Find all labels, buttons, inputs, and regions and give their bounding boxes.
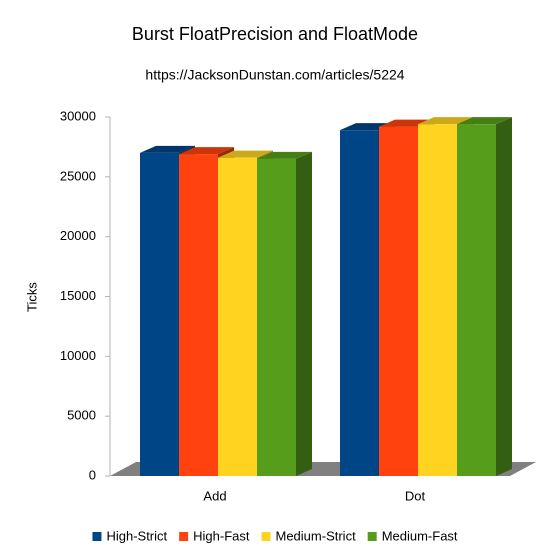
bar-side [296, 151, 312, 476]
bar-top [140, 145, 195, 153]
legend-swatch [367, 532, 377, 541]
bar [140, 152, 179, 476]
bar-top [179, 147, 234, 155]
y-tick-label: 5000 [67, 408, 96, 423]
bar [218, 157, 257, 477]
bar [457, 124, 496, 477]
bar-top [257, 151, 312, 159]
legend-swatch [92, 532, 102, 541]
legend-label: Medium-Strict [276, 528, 357, 543]
bar-side [496, 117, 512, 477]
y-axis-label: Ticks [24, 282, 39, 312]
y-tick-label: 10000 [60, 348, 96, 363]
bar [179, 154, 218, 476]
y-tick-label: 15000 [60, 288, 96, 303]
bar [340, 130, 379, 476]
bar-top [457, 117, 512, 125]
bar-top [218, 150, 273, 158]
y-tick-label: 20000 [60, 228, 96, 243]
legend-label: High-Fast [193, 528, 250, 543]
legend-label: High-Strict [106, 528, 167, 543]
x-tick-label: Add [203, 488, 226, 503]
bar [257, 158, 296, 476]
chart-title: Burst FloatPrecision and FloatMode [132, 24, 418, 44]
y-tick-label: 30000 [60, 108, 96, 123]
bar [418, 124, 457, 477]
bar-top [418, 117, 473, 125]
legend: High-Strict High-Fast Medium-Strict Medium-… [92, 528, 458, 543]
y-tick-label: 25000 [60, 168, 96, 183]
legend-label: Medium-Fast [382, 528, 458, 543]
bar [379, 126, 418, 476]
legend-swatch [261, 532, 271, 541]
y-tick-label: 0 [89, 467, 96, 482]
x-tick-label: Dot [405, 488, 426, 503]
legend-swatch [179, 532, 189, 541]
chart-subtitle: https://JacksonDunstan.com/articles/5224 [145, 67, 404, 83]
